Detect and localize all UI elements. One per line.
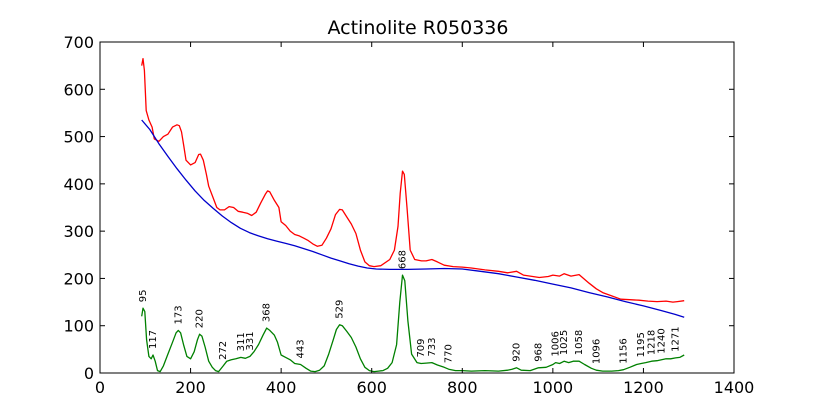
peak-label-668: 668 — [398, 250, 409, 269]
peak-label-368: 368 — [262, 303, 273, 322]
plot-frame — [99, 41, 735, 374]
x-tick-label: 1200 — [623, 378, 664, 397]
peak-label-220: 220 — [195, 309, 206, 328]
peak-label-733: 733 — [427, 338, 438, 357]
peak-label-272: 272 — [218, 341, 229, 360]
peak-label-311: 311 — [236, 332, 247, 351]
series-line-3 — [141, 274, 685, 373]
y-tick-label: 400 — [63, 175, 94, 194]
peak-label-1006: 1006 — [551, 331, 562, 356]
peak-label-1025: 1025 — [559, 330, 570, 355]
peak-label-95: 95 — [138, 289, 149, 302]
peak-label-968: 968 — [533, 343, 544, 362]
series-line-1 — [141, 57, 685, 303]
y-tick-label: 500 — [63, 128, 94, 147]
peak-label-331: 331 — [245, 331, 256, 350]
y-tick-label: 0 — [84, 364, 94, 383]
x-tick-label: 0 — [95, 378, 105, 397]
y-tick-label: 100 — [63, 317, 94, 336]
x-tick-label: 800 — [447, 378, 478, 397]
y-tick-label: 300 — [63, 222, 94, 241]
peak-label-709: 709 — [416, 338, 427, 357]
y-tick-label: 200 — [63, 269, 94, 288]
peak-label-1058: 1058 — [574, 330, 585, 355]
peak-label-1218: 1218 — [647, 330, 658, 355]
x-tick-label: 200 — [175, 378, 206, 397]
peak-label-1156: 1156 — [619, 338, 630, 363]
peak-label-529: 529 — [335, 300, 346, 319]
x-tick-label: 1400 — [714, 378, 755, 397]
axes-layer: 0 200 400 600 800 1000 1200 1400 0 100 200 300 400 50… — [63, 33, 754, 397]
series-layer — [141, 57, 685, 373]
peak-label-1096: 1096 — [591, 339, 602, 364]
peak-label-920: 920 — [512, 343, 523, 362]
peak-label-1271: 1271 — [671, 326, 682, 351]
peak-label-770: 770 — [444, 344, 455, 363]
peak-label-117: 117 — [148, 330, 159, 349]
y-tick-label: 600 — [63, 80, 94, 99]
y-tick-label: 700 — [63, 33, 94, 52]
x-tick-label: 1000 — [532, 378, 573, 397]
peak-label-1195: 1195 — [636, 332, 647, 357]
series-line-2 — [141, 119, 685, 318]
peak-label-173: 173 — [173, 305, 184, 324]
x-tick-label: 600 — [356, 378, 387, 397]
x-tick-label: 400 — [266, 378, 297, 397]
peak-label-443: 443 — [296, 339, 307, 358]
peak-label-1240: 1240 — [657, 328, 668, 353]
chart-title: Actinolite R050336 — [328, 17, 509, 39]
